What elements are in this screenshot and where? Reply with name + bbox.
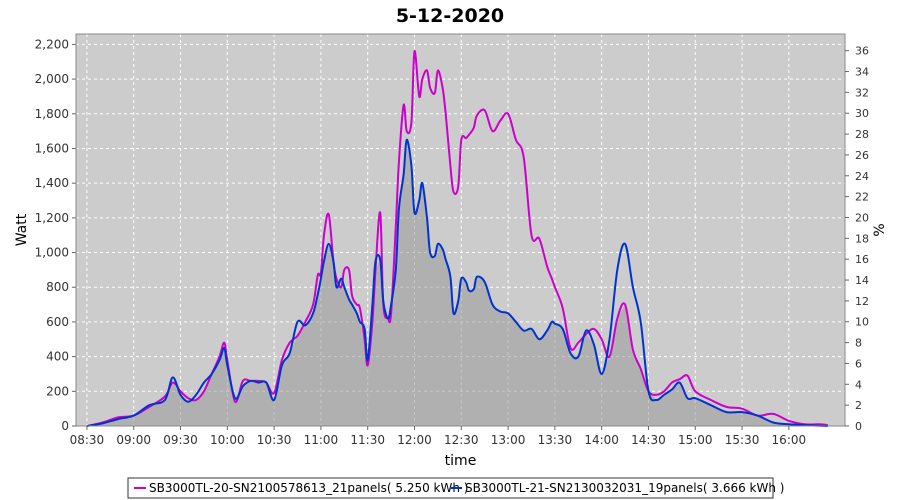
- series-line-2: [86, 138, 828, 427]
- y2-tick-label: 30: [855, 107, 869, 120]
- y2-tick-label: 34: [855, 66, 869, 79]
- x-tick-label: 15:30: [725, 433, 760, 447]
- legend: SB3000TL-20-SN2100578613_21panels( 5.250…: [127, 477, 784, 499]
- x-tick-label: 14:30: [631, 433, 666, 447]
- x-tick-label: 12:00: [397, 433, 432, 447]
- x-tick-label: 09:30: [163, 433, 198, 447]
- x-tick-label: 16:00: [772, 433, 807, 447]
- x-tick-label: 14:00: [584, 433, 619, 447]
- x-axis-label: time: [445, 453, 477, 469]
- legend-entry: SB3000TL-21-SN2130032031_19panels( 3.666…: [465, 481, 784, 495]
- area-under-series: [86, 139, 828, 427]
- y2-tick-label: 28: [855, 128, 869, 141]
- series-lines: [86, 50, 828, 427]
- y-tick-label: 0: [61, 419, 69, 433]
- legend-entry: SB3000TL-20-SN2100578613_21panels( 5.250…: [149, 481, 468, 495]
- y-tick-label: 200: [46, 384, 69, 398]
- y2-tick-label: 12: [855, 295, 869, 308]
- y2-tick-label: 14: [855, 274, 869, 287]
- x-tick-label: 08:30: [70, 433, 105, 447]
- y2-tick-label: 6: [855, 357, 862, 370]
- y-tick-label: 1,400: [35, 176, 69, 190]
- x-tick-label: 13:00: [491, 433, 526, 447]
- y2-tick-label: 16: [855, 253, 869, 266]
- y-tick-label: 400: [46, 350, 69, 364]
- y-tick-label: 2,000: [35, 72, 69, 86]
- x-axis: 08:30 09:00 09:30 10:00 10:30 11:00 11:30 12:00…: [70, 426, 807, 447]
- y2-tick-label: 8: [855, 337, 862, 350]
- y2-tick-label: 10: [855, 316, 869, 329]
- y2-tick-label: 22: [855, 191, 869, 204]
- x-tick-label: 11:30: [350, 433, 385, 447]
- plot-border: [75, 33, 846, 427]
- y-axis-label: Watt: [14, 213, 30, 246]
- y2-tick-label: 20: [855, 211, 869, 224]
- y2-tick-label: 32: [855, 86, 869, 99]
- y-tick-label: 600: [46, 315, 69, 329]
- y2-tick-label: 24: [855, 170, 869, 183]
- y-tick-label: 1,200: [35, 211, 69, 225]
- y2-axis-label: %: [872, 223, 888, 236]
- area-fill: [86, 139, 828, 427]
- x-tick-label: 09:00: [116, 433, 151, 447]
- y-tick-label: 800: [46, 280, 69, 294]
- y2-tick-label: 26: [855, 149, 869, 162]
- y2-tick-label: 2: [855, 399, 862, 412]
- x-tick-label: 12:30: [444, 433, 479, 447]
- y-tick-label: 2,200: [35, 37, 69, 51]
- y-tick-label: 1,600: [35, 141, 69, 155]
- x-tick-label: 15:00: [678, 433, 713, 447]
- y2-tick-label: 4: [855, 378, 862, 391]
- y-axis-left: 0 200 400 600 800 1,000 1,200 1,400 1,600 1,800 2,…: [35, 37, 76, 433]
- y-tick-label: 1,000: [35, 246, 69, 260]
- x-tick-label: 13:30: [538, 433, 573, 447]
- y-tick-label: 1,800: [35, 107, 69, 121]
- y2-tick-label: 18: [855, 232, 869, 245]
- y2-tick-label: 36: [855, 45, 869, 58]
- series-line-1: [86, 50, 828, 427]
- y2-tick-label: 0: [855, 420, 862, 433]
- x-tick-label: 11:00: [304, 433, 339, 447]
- x-tick-label: 10:00: [210, 433, 245, 447]
- x-tick-label: 10:30: [257, 433, 292, 447]
- chart-title: 5-12-2020: [396, 5, 504, 27]
